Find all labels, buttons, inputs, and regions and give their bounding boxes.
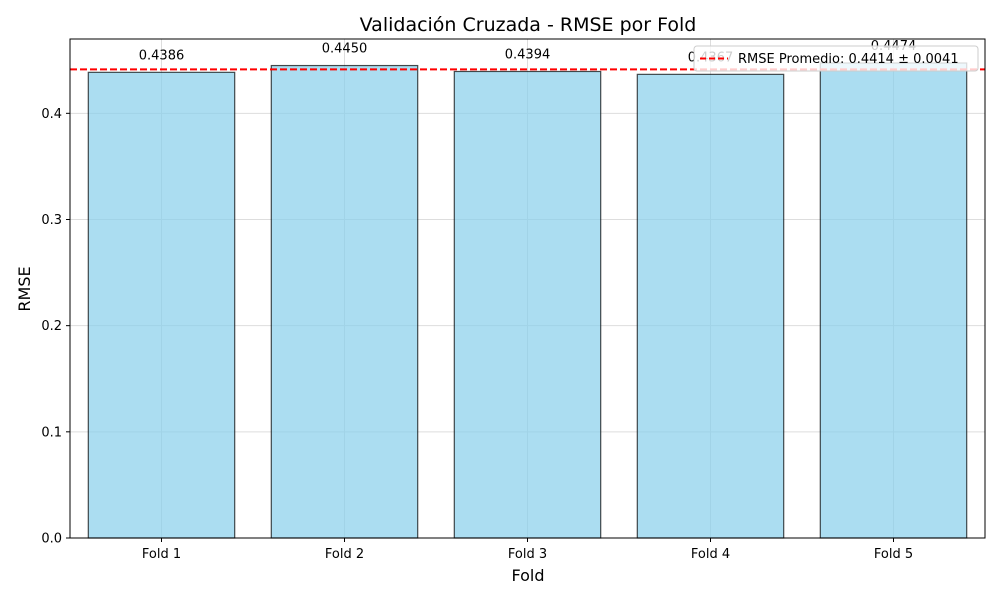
bar-5 bbox=[819, 62, 968, 539]
data-label-1: 0.4386 bbox=[139, 48, 185, 63]
legend-mean-label: RMSE Promedio: 0.4414 ± 0.0041 bbox=[738, 52, 959, 67]
y-axis-ticks: 0.0 0.1 0.2 0.3 0.4 bbox=[41, 107, 70, 547]
y-tick-label: 0.1 bbox=[41, 425, 62, 440]
bars-layer bbox=[87, 62, 968, 539]
data-label-3: 0.4394 bbox=[505, 47, 551, 62]
x-tick-label: Fold 4 bbox=[691, 547, 730, 562]
y-tick-label: 0.4 bbox=[41, 107, 62, 122]
y-axis-title: RMSE bbox=[15, 266, 34, 311]
legend-box bbox=[693, 45, 979, 72]
x-tick-label: Fold 5 bbox=[874, 547, 913, 562]
y-tick-label: 0.0 bbox=[41, 532, 62, 547]
x-tick-label: Fold 1 bbox=[142, 547, 181, 562]
x-axis-ticks: Fold 1 Fold 2 Fold 3 Fold 4 Fold 5 bbox=[142, 538, 913, 562]
bar-4 bbox=[636, 73, 785, 539]
y-tick-label: 0.2 bbox=[41, 319, 62, 334]
x-tick-label: Fold 2 bbox=[325, 547, 364, 562]
bar-3 bbox=[453, 70, 602, 539]
data-label-2: 0.4450 bbox=[322, 42, 368, 57]
chart-title: Validación Cruzada - RMSE por Fold bbox=[360, 14, 697, 36]
bar-1 bbox=[87, 71, 236, 539]
legend: RMSE Promedio: 0.4414 ± 0.0041 bbox=[693, 45, 979, 72]
y-tick-label: 0.3 bbox=[41, 213, 62, 228]
x-tick-label: Fold 3 bbox=[508, 547, 547, 562]
x-axis-title: Fold bbox=[511, 566, 544, 585]
bar-2 bbox=[270, 64, 419, 539]
